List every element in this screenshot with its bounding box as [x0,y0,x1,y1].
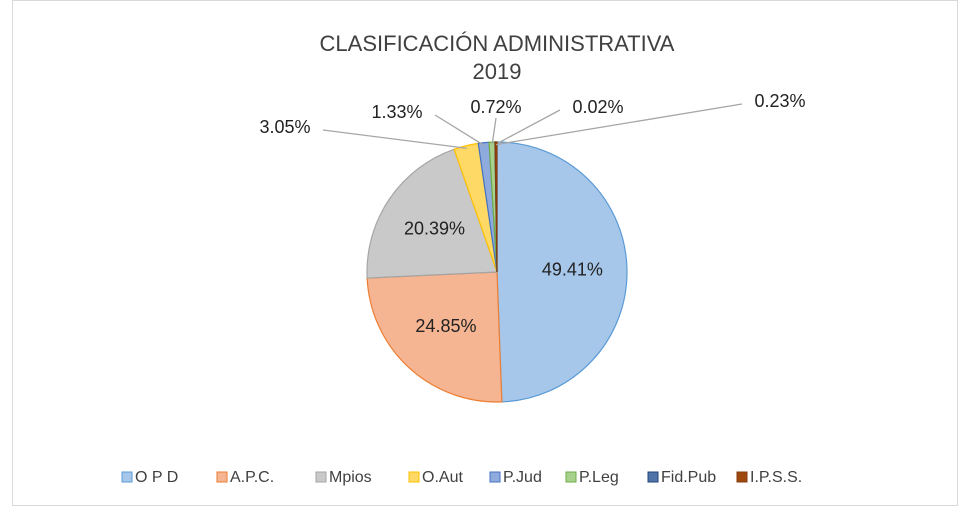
pie-slice [366,148,498,279]
data-label: 0.23% [754,91,805,111]
leader-line [322,129,467,149]
legend-label: O.Aut [422,469,463,486]
data-label: 49.41% [542,259,603,279]
legend-swatch [565,471,577,483]
pie-slice [366,271,503,403]
data-label: 24.85% [415,316,476,336]
legend-swatch [736,471,748,483]
leader-line [434,114,485,146]
legend-label: Mpios [329,469,372,486]
legend-label: O P D [135,469,178,486]
leader-line [495,103,743,146]
legend-label: I.P.S.S. [750,469,802,486]
chart-subtitle: 2019 [473,59,522,84]
leader-line [494,109,561,146]
legend-swatch [408,471,420,483]
legend-label: Fid.Pub [661,469,716,486]
legend-swatch [121,471,133,483]
pie-slice [496,141,628,403]
legend-label: A.P.C. [230,469,274,486]
legend-swatch [647,471,659,483]
data-label: 0.72% [470,97,521,117]
legend-swatch [315,471,327,483]
data-label: 0.02% [572,97,623,117]
pie-slice [494,141,498,273]
legend-label: P.Leg [579,469,619,486]
data-label: 20.39% [404,219,465,239]
data-label: 1.33% [371,102,422,122]
legend-label: P.Jud [503,469,542,486]
legend-swatch [216,471,228,483]
data-label: 3.05% [259,117,310,137]
leader-line [491,117,497,145]
legend-swatch [489,471,501,483]
chart-title: CLASIFICACIÓN ADMINISTRATIVA [320,31,675,56]
